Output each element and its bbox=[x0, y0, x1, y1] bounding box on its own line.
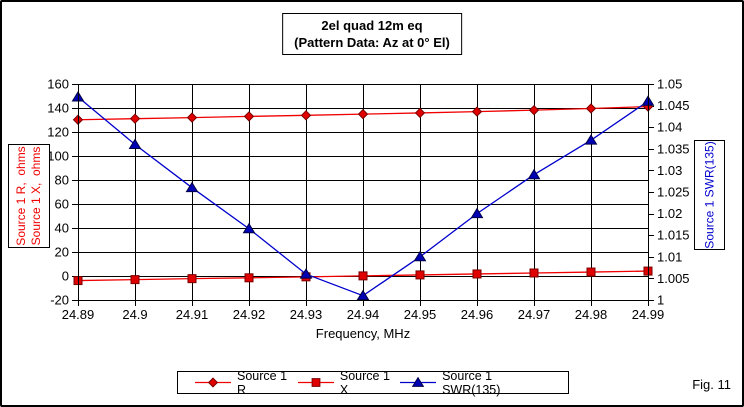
legend-marker-diamond-icon bbox=[195, 377, 231, 388]
x-axis-tick-label: 24.91 bbox=[176, 307, 209, 322]
left-axis-tick-label: 80 bbox=[55, 173, 69, 188]
left-axis-tick-label: 100 bbox=[47, 149, 69, 164]
right-axis-tick-label: 1.015 bbox=[657, 228, 690, 243]
left-axis-tick-label: 140 bbox=[47, 101, 69, 116]
x-axis-tick-label: 24.93 bbox=[290, 307, 323, 322]
x-axis-tick-label: 24.94 bbox=[347, 307, 380, 322]
x-axis-tick-label: 24.89 bbox=[62, 307, 95, 322]
legend-item-source-1-r: Source 1 R bbox=[195, 369, 298, 397]
legend-box: Source 1 R Source 1 X Source 1 SWR(135) bbox=[177, 368, 569, 397]
axis-tick-labels: 160 140 120 100 80 60 40 20 0 -20 1.05 1.045 1.04 1.0… bbox=[47, 77, 689, 323]
series-0 bbox=[72, 101, 654, 125]
left-axis-tick-label: -20 bbox=[50, 293, 69, 308]
left-axis-tick-label: 120 bbox=[47, 125, 69, 140]
left-axis-tick-label: 160 bbox=[47, 77, 69, 92]
right-axis-tick-label: 1 bbox=[657, 293, 664, 308]
x-axis-tick-label: 24.92 bbox=[233, 307, 266, 322]
chart-title-line1: 2el quad 12m eq bbox=[321, 18, 423, 33]
chart-title-box: 2el quad 12m eq (Pattern Data: Az at 0° … bbox=[282, 13, 462, 55]
x-axis-title: Frequency, MHz bbox=[315, 326, 411, 341]
legend-label-source-1-swr: Source 1 SWR(135) bbox=[442, 368, 501, 397]
legend-marker-triangle-icon bbox=[400, 377, 437, 387]
right-axis-tick-label: 1.04 bbox=[657, 120, 682, 135]
right-axis-tick-label: 1.045 bbox=[657, 98, 690, 113]
x-axis-tick-label: 24.99 bbox=[632, 307, 665, 322]
series-2 bbox=[71, 91, 655, 301]
left-axis-tick-label: 40 bbox=[55, 221, 69, 236]
chart-title-line2: (Pattern Data: Az at 0° El) bbox=[294, 35, 450, 50]
left-axis-tick-label: 20 bbox=[55, 245, 69, 260]
left-axis-tick-label: 60 bbox=[55, 197, 69, 212]
left-axis-label-line2: Source 1 X, ohms bbox=[29, 146, 43, 246]
legend-label-source-1-r: Source 1 R bbox=[237, 368, 288, 397]
right-axis-label-box: Source 1 SWR(135) bbox=[694, 140, 725, 250]
x-axis-tick-label: 24.97 bbox=[518, 307, 551, 322]
right-axis-label: Source 1 SWR(135) bbox=[702, 141, 717, 248]
x-axis-tick-label: 24.98 bbox=[575, 307, 608, 322]
plot-border bbox=[78, 84, 649, 301]
figure-caption: Fig. 11 bbox=[692, 377, 731, 392]
x-axis-tick-label: 24.96 bbox=[461, 307, 494, 322]
right-axis-tick-label: 1.005 bbox=[657, 271, 690, 286]
legend-label-source-1-x: Source 1 X bbox=[339, 368, 390, 397]
left-axis-label: Source 1 R, ohms Source 1 X, ohms bbox=[14, 146, 44, 245]
x-axis-tick-label: 24.95 bbox=[404, 307, 437, 322]
right-axis-tick-label: 1.05 bbox=[657, 77, 682, 92]
right-axis-tick-label: 1.03 bbox=[657, 163, 682, 178]
right-axis-tick-label: 1.02 bbox=[657, 206, 682, 221]
right-axis-tick-label: 1.035 bbox=[657, 141, 690, 156]
legend-item-source-1-x: Source 1 X bbox=[297, 368, 400, 397]
x-axis-tick-label: 24.9 bbox=[122, 307, 147, 322]
right-axis-label-line1: Source 1 SWR(135) bbox=[702, 141, 716, 249]
legend-item-source-1-swr: Source 1 SWR(135) bbox=[400, 369, 551, 397]
right-axis-tick-label: 1.025 bbox=[657, 185, 690, 200]
left-axis-tick-label: 0 bbox=[62, 269, 69, 284]
legend-marker-square-icon bbox=[297, 378, 334, 387]
left-axis-label-line1: Source 1 R, ohms bbox=[14, 146, 28, 246]
left-axis-label-box: Source 1 R, ohms Source 1 X, ohms bbox=[8, 144, 50, 248]
right-axis-tick-label: 1.01 bbox=[657, 249, 682, 264]
